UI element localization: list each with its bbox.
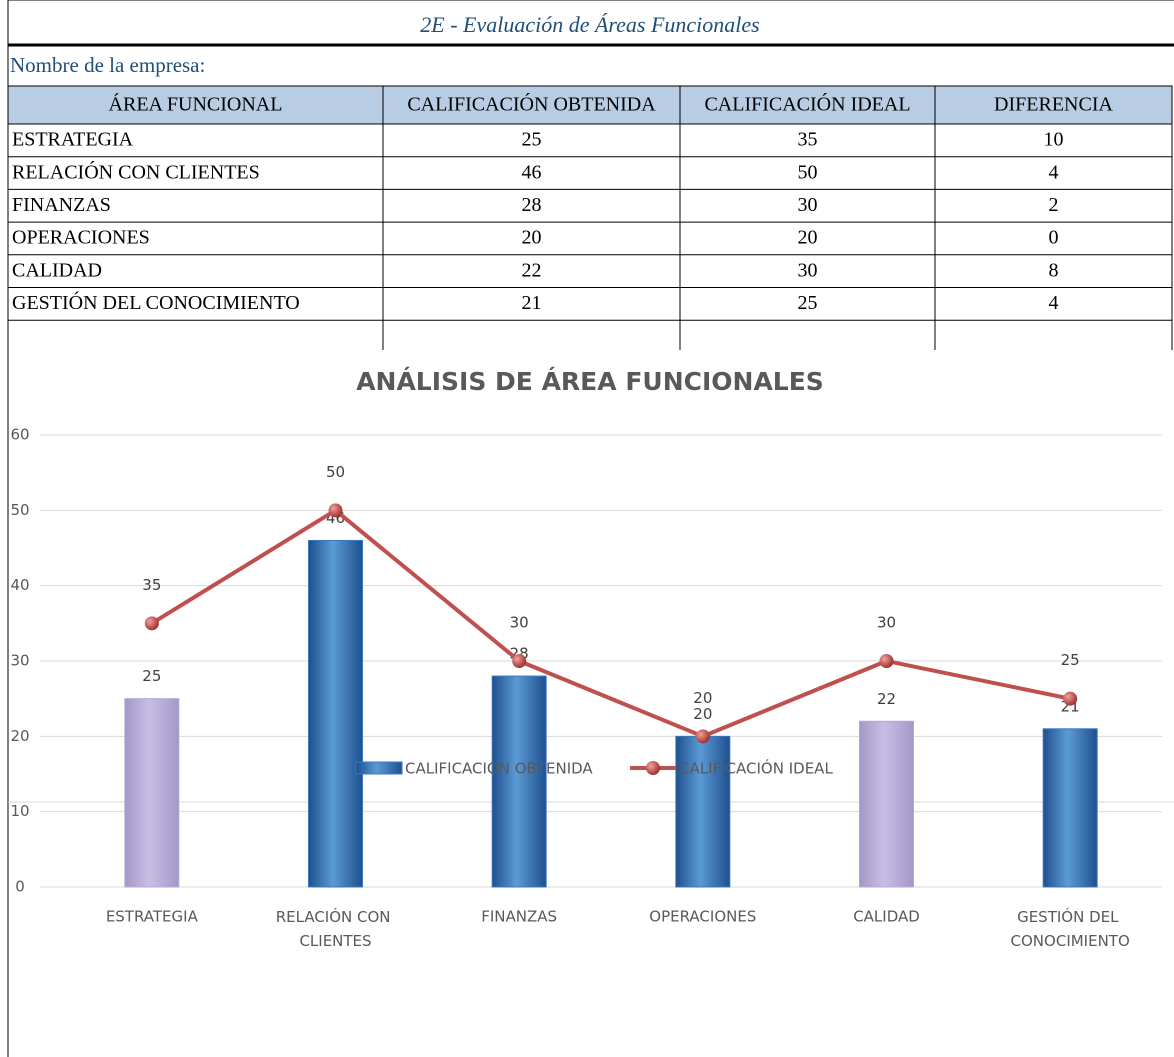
cell-value: 25 [798, 292, 818, 314]
cell-value: 30 [798, 259, 818, 281]
bar [124, 698, 180, 888]
y-tick-label: 60 [10, 426, 29, 444]
data-label: 30 [877, 614, 896, 632]
chart-title: ANÁLISIS DE ÁREA FUNCIONALES [356, 367, 824, 396]
legend-label: CALIFICACIÓN OBTENIDA [405, 759, 593, 778]
row-label: ESTRATEGIA [12, 129, 134, 151]
bar [675, 735, 731, 888]
cell-value: 20 [798, 227, 818, 249]
y-tick-label: 20 [10, 727, 29, 745]
cell-value: 50 [798, 161, 818, 183]
x-tick-label: FINANZAS [481, 908, 557, 926]
line-marker [328, 503, 343, 518]
x-tick-label: ESTRATEGIA [106, 908, 199, 926]
line-marker [1063, 691, 1078, 706]
company-label: Nombre de la empresa: [10, 53, 205, 77]
line [150, 507, 1071, 739]
line-marker [695, 729, 710, 744]
data-label: 30 [510, 614, 529, 632]
cell-value: 4 [1049, 161, 1059, 183]
y-tick-label: 10 [10, 802, 29, 820]
column-header: CALIFICACIÓN IDEAL [704, 92, 910, 116]
row-label: FINANZAS [12, 194, 111, 216]
legend-swatch [646, 761, 660, 775]
data-label: 25 [1061, 651, 1080, 669]
row-label: CALIDAD [12, 259, 102, 281]
x-tick-label: RELACIÓN CON CLIENTES [276, 907, 396, 950]
data-label: 22 [877, 690, 896, 708]
data-label: 35 [142, 576, 161, 594]
data-label: 50 [326, 463, 345, 481]
bar [491, 675, 547, 888]
bar [308, 539, 363, 888]
bar [1042, 728, 1098, 888]
data-label: 20 [693, 705, 712, 723]
cell-value: 10 [1044, 129, 1064, 151]
cell-value: 25 [522, 129, 542, 151]
cell-value: 46 [522, 161, 542, 183]
cell-value: 20 [522, 227, 542, 249]
row-label: GESTIÓN DEL CONOCIMIENTO [12, 290, 300, 314]
cell-value: 30 [798, 194, 818, 216]
y-tick-label: 30 [10, 652, 29, 670]
column-header: ÁREA FUNCIONAL [109, 93, 283, 116]
legend-swatch [355, 761, 403, 775]
cell-value: 22 [522, 259, 542, 281]
y-tick-label: 40 [10, 576, 29, 594]
data-label: 20 [693, 689, 712, 707]
data-label: 25 [142, 667, 161, 685]
sheet-title: 2E - Evaluación de Áreas Funcionales [420, 12, 760, 37]
cell-value: 4 [1049, 292, 1059, 314]
line-marker [879, 654, 894, 668]
row-label: RELACIÓN CON CLIENTES [12, 159, 260, 183]
x-tick-label: OPERACIONES [649, 908, 756, 926]
x-tick-label: CALIDAD [853, 908, 920, 926]
x-tick-label: GESTIÓN DEL CONOCIMIENTO [1011, 907, 1130, 950]
cell-value: 8 [1049, 259, 1059, 281]
column-header: DIFERENCIA [994, 94, 1113, 116]
cell-value: 0 [1049, 227, 1059, 249]
cell-value: 21 [522, 292, 542, 314]
cell-value: 2 [1049, 194, 1059, 216]
bar [859, 720, 914, 888]
cell-value: 35 [798, 129, 818, 151]
row-label: OPERACIONES [12, 227, 150, 249]
line-marker [144, 616, 159, 631]
line-marker [512, 654, 527, 668]
column-header: CALIFICACIÓN OBTENIDA [407, 92, 656, 116]
legend-label: CALIFICACIÓN IDEAL [679, 759, 833, 778]
y-tick-label: 0 [15, 878, 25, 896]
y-tick-label: 50 [10, 501, 29, 519]
cell-value: 28 [522, 194, 542, 216]
